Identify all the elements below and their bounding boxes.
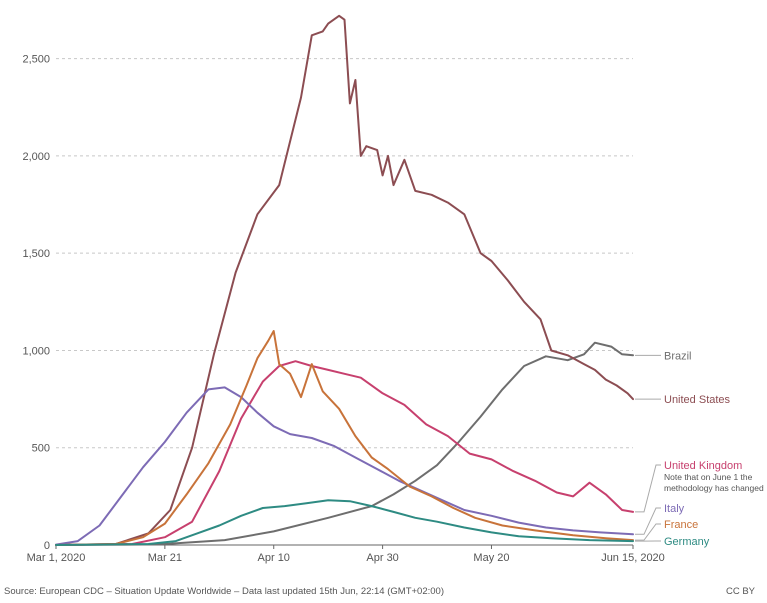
- label-france: France: [664, 519, 698, 531]
- annotation-note: methodology has changed: [664, 483, 764, 493]
- leader-line-united-kingdom: [635, 464, 661, 513]
- license-label[interactable]: CC BY: [725, 586, 755, 597]
- line-chart: 0 500 1,000 1,500 2,000 2,500 Mar 1, 2020 Mar 2…: [22, 14, 764, 564]
- x-tick-label: Mar 1, 2020: [27, 552, 86, 564]
- label-germany: Germany: [664, 536, 710, 548]
- y-tick-label: 500: [32, 443, 50, 455]
- direct-labels: Brazil United States United Kingdom Italy Fr…: [635, 350, 764, 548]
- series-line-united-states: [55, 14, 634, 546]
- annotation-note: Note that on June 1 the: [664, 472, 753, 482]
- gridlines: [56, 58, 633, 449]
- x-tick-label: May 20: [473, 552, 509, 564]
- y-tick-label: 2,000: [22, 151, 50, 163]
- y-tick-label: 2,500: [22, 54, 50, 66]
- x-tick-label: Jun 15, 2020: [601, 552, 665, 564]
- y-tick-label: 1,500: [22, 248, 50, 260]
- series-line-italy: [55, 386, 634, 546]
- axes: 0 500 1,000 1,500 2,000 2,500 Mar 1, 2020 Mar 2…: [22, 54, 664, 564]
- label-united-states: United States: [664, 394, 731, 406]
- leader-line-italy: [635, 507, 661, 535]
- series-line-france: [55, 330, 634, 546]
- x-tick-label: Apr 30: [366, 552, 398, 564]
- y-tick-label: 1,000: [22, 345, 50, 357]
- series-lines: [55, 14, 634, 546]
- series-line-germany: [55, 499, 634, 546]
- series-line-brazil: [55, 341, 634, 546]
- label-italy: Italy: [664, 503, 685, 515]
- x-tick-label: Apr 10: [258, 552, 290, 564]
- label-united-kingdom: United Kingdom: [664, 460, 742, 472]
- x-tick-label: Mar 21: [148, 552, 182, 564]
- leader-line-france: [635, 523, 661, 541]
- source-note: Source: European CDC – Situation Update …: [4, 586, 444, 597]
- series-line-united-kingdom: [55, 360, 634, 546]
- label-brazil: Brazil: [664, 350, 692, 362]
- y-tick-label: 0: [44, 540, 50, 552]
